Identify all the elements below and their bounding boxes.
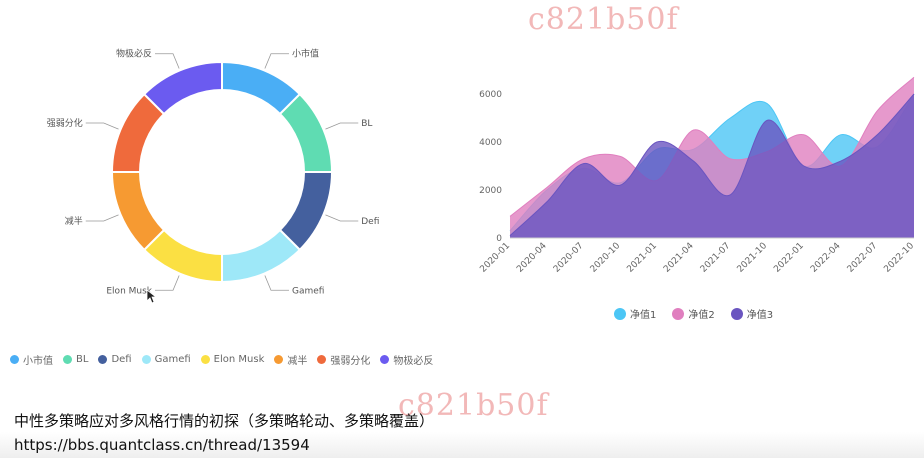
legend-item[interactable]: 减半 — [274, 352, 307, 367]
legend-item[interactable]: 物极必反 — [380, 352, 433, 367]
donut-legend: 小市值 BL Defi Gamefi Elon Musk 减半 强弱分化 物极必反 — [10, 352, 433, 367]
slice-label: 小市值 — [292, 48, 319, 60]
slice-label: Elon Musk — [106, 286, 152, 296]
legend-item[interactable]: Elon Musk — [200, 354, 265, 365]
donut-chart: 小市值 BL Defi Gamefi Elon Musk 减半 强弱分化 物极必反 — [47, 48, 380, 297]
donut-slice[interactable] — [142, 60, 223, 116]
legend-marker — [10, 355, 19, 364]
legend-item[interactable]: 净值3 — [730, 306, 774, 321]
legend-item[interactable]: 小市值 — [10, 352, 53, 367]
legend-label: 净值1 — [630, 310, 657, 321]
legend-label: Gamefi — [154, 354, 191, 365]
x-tick-label: 2020-10 — [589, 241, 623, 275]
legend-marker — [380, 355, 390, 364]
legend-marker — [274, 355, 284, 364]
slice-label: BL — [361, 119, 372, 129]
slice-label: Defi — [361, 217, 379, 227]
thread-url[interactable]: https://bbs.quantclass.cn/thread/13594 — [14, 436, 310, 454]
x-tick-label: 2020-01 — [478, 241, 512, 275]
slice-label: 强弱分化 — [47, 117, 83, 129]
x-tick-label: 2021-04 — [662, 241, 696, 275]
label-leader-line — [264, 275, 289, 291]
area-series-fill — [510, 94, 914, 238]
y-tick-label: 6000 — [479, 90, 502, 100]
caption-title: 中性多策略应对多风格行情的初探（多策略轮动、多策略覆盖） — [14, 412, 435, 430]
area-legend: 净值1 净值2 净值3 — [614, 306, 773, 321]
x-tick-label: 2021-01 — [625, 241, 659, 275]
legend-marker — [614, 307, 626, 320]
x-tick-label: 2020-04 — [515, 241, 549, 275]
x-tick-label: 2022-01 — [772, 241, 806, 275]
legend-marker — [63, 355, 72, 364]
legend-label: Elon Musk — [213, 354, 265, 365]
x-tick-label: 2021-07 — [699, 241, 733, 275]
x-tick-label: 2020-07 — [552, 241, 586, 275]
video-bottom-bar — [0, 432, 924, 458]
legend-marker — [200, 355, 210, 364]
slice-label: Gamefi — [292, 286, 324, 296]
legend-label: 减半 — [287, 356, 308, 367]
legend-item[interactable]: 净值2 — [672, 306, 715, 321]
legend-label: 小市值 — [23, 356, 53, 367]
legend-item[interactable]: 强弱分化 — [317, 352, 370, 367]
y-tick-label: 0 — [496, 234, 502, 244]
x-tick-label: 2021-10 — [736, 241, 770, 275]
label-leader-line — [85, 214, 119, 222]
legend-label: 净值2 — [688, 310, 715, 321]
x-tick-label: 2022-10 — [882, 241, 916, 275]
area-series-line — [509, 93, 915, 236]
slice-label: 减半 — [65, 215, 83, 227]
legend-label: 物极必反 — [393, 356, 434, 367]
mouse-cursor-icon — [147, 290, 157, 304]
legend-item[interactable]: 净值1 — [614, 306, 656, 321]
legend-marker — [317, 355, 327, 364]
x-tick-label: 2022-07 — [846, 241, 880, 275]
label-leader-line — [264, 53, 289, 69]
legend-marker — [98, 355, 108, 364]
legend-marker — [141, 355, 151, 364]
legend-label: 净值3 — [746, 310, 774, 321]
legend-marker — [672, 307, 685, 320]
legend-label: BL — [76, 354, 89, 365]
watermark-top: c821b50f — [528, 2, 679, 37]
x-tick-label: 2022-04 — [809, 241, 843, 275]
y-tick-label: 4000 — [479, 138, 502, 148]
y-tick-label: 2000 — [479, 186, 502, 196]
legend-item[interactable]: BL — [63, 354, 88, 365]
legend-marker — [730, 307, 743, 320]
label-leader-line — [325, 214, 359, 222]
label-leader-line — [155, 275, 180, 291]
label-leader-line — [155, 53, 180, 69]
donut-slice[interactable] — [110, 171, 166, 252]
slice-label: 物极必反 — [116, 48, 152, 60]
legend-item[interactable]: Gamefi — [141, 354, 191, 365]
label-leader-line — [85, 122, 119, 130]
area-chart: 0 2000 4000 6000 2020-01 2020-04 2020-07 2020-1… — [478, 76, 916, 275]
donut-slice[interactable] — [278, 92, 334, 173]
legend-label: Defi — [111, 354, 132, 365]
donut-slice[interactable] — [221, 228, 302, 284]
legend-label: 强弱分化 — [330, 356, 371, 367]
label-leader-line — [325, 122, 359, 130]
watermark-bottom: c821b50f — [398, 388, 549, 423]
legend-item[interactable]: Defi — [98, 354, 132, 365]
